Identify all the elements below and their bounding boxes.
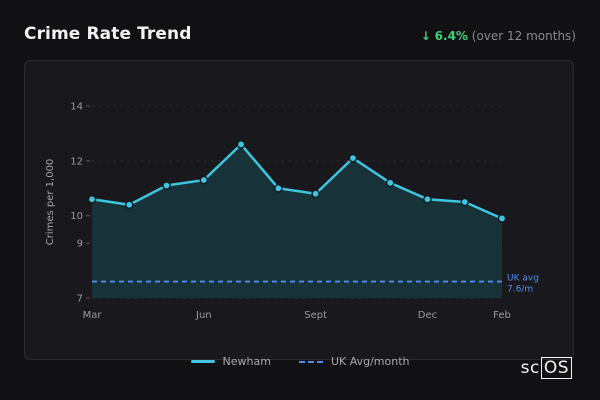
- series-area-fill: [92, 144, 502, 298]
- y-axis-label: Crimes per 1,000: [45, 159, 56, 246]
- legend-label-uk-avg: UK Avg/month: [330, 355, 410, 368]
- data-point-sept: [311, 189, 320, 199]
- legend-swatch-solid: [190, 360, 215, 363]
- scos-logo: sc OS: [520, 357, 572, 379]
- down-arrow-icon: ↓: [420, 29, 431, 43]
- change-period: (over 12 months): [471, 29, 576, 43]
- data-point-jul: [236, 140, 246, 149]
- x-tick-label-feb: Feb: [493, 310, 511, 321]
- legend-label-newham: Newham: [222, 355, 271, 368]
- logo-prefix: sc: [520, 358, 540, 378]
- legend-swatch-dashed: [298, 360, 323, 363]
- change-indicator: ↓ 6.4% (over 12 months): [421, 29, 576, 43]
- logo-boxed: OS: [540, 357, 572, 379]
- data-point-may: [162, 181, 171, 190]
- data-point-oct: [348, 153, 358, 163]
- data-point-apr: [124, 200, 134, 210]
- y-tick-label-14: 14: [70, 102, 83, 113]
- uk-avg-annotation-line2: 7.6/m: [507, 285, 533, 295]
- data-point-jan: [460, 197, 470, 207]
- change-percent: 6.4%: [434, 29, 468, 43]
- data-point-dec: [423, 194, 432, 204]
- legend-item-uk-avg[interactable]: UK Avg/month: [298, 355, 410, 368]
- x-tick-label-jun: Jun: [195, 310, 212, 321]
- data-point-nov: [385, 178, 395, 188]
- legend-item-newham[interactable]: Newham: [190, 355, 271, 368]
- y-tick-label-7: 7: [77, 294, 83, 305]
- y-tick-label-9: 9: [77, 239, 83, 250]
- data-point-jun: [199, 175, 209, 185]
- series-line-newham: [90, 143, 504, 220]
- y-tick-label-12: 12: [70, 156, 83, 167]
- y-tick-label-10: 10: [70, 211, 83, 222]
- chart-title: Crime Rate Trend: [24, 24, 192, 44]
- data-point-aug: [274, 183, 283, 193]
- x-tick-label-mar: Mar: [83, 310, 103, 321]
- x-tick-label-sept: Sept: [304, 310, 327, 321]
- line-chart: 7 9 10 12 14 Mar Jun Sept Dec Feb Crimes per 1,0…: [45, 102, 539, 322]
- x-tick-label-dec: Dec: [418, 310, 437, 321]
- legend: Newham UK Avg/month: [0, 355, 600, 368]
- chart-card: 7 9 10 12 14 Mar Jun Sept Dec Feb Crimes per 1,0…: [24, 60, 574, 360]
- data-point-mar: [87, 194, 97, 204]
- data-point-feb: [497, 214, 507, 223]
- uk-avg-annotation-line1: UK avg: [507, 274, 539, 284]
